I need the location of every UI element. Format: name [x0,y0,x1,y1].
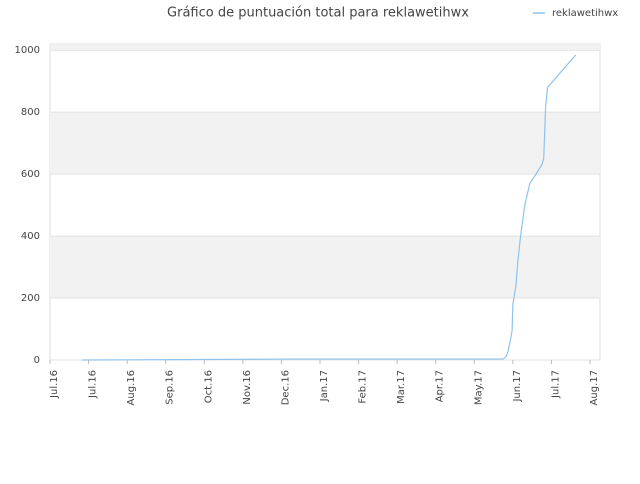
y-tick-label: 400 [21,231,40,242]
x-tick-label: Feb.17 [358,370,369,404]
x-tick-label: Aug.16 [126,370,137,405]
x-tick-label: Jul.16 [88,370,99,399]
x-tick-label: Jul.16 [49,370,60,399]
x-tick-label: Aug.17 [589,370,600,405]
grid-band [50,112,600,175]
y-tick-label: 1000 [15,45,40,56]
x-tick-label: Sep.16 [165,370,176,405]
x-tick-label: May.17 [473,370,484,405]
legend-label: reklawetihwx [552,8,618,19]
y-tick-label: 600 [21,169,40,180]
x-tick-label: Jul.17 [550,370,561,399]
grid-band [50,44,600,51]
x-tick-label: Oct.16 [203,370,214,403]
y-tick-label: 0 [34,355,40,366]
x-tick-label: Jan.17 [319,370,330,402]
x-tick-label: Nov.16 [242,370,253,405]
x-tick-label: Jun.17 [512,370,523,403]
y-tick-label: 800 [21,107,40,118]
x-tick-label: Dec.16 [280,370,291,405]
y-tick-label: 200 [21,293,40,304]
series-line [82,54,577,361]
x-tick-label: Mar.17 [396,370,407,404]
chart-title: Gráfico de puntuación total para reklawe… [167,6,469,21]
x-tick-label: Apr.17 [435,370,446,402]
grid-band [50,236,600,299]
plot-area [49,43,601,361]
